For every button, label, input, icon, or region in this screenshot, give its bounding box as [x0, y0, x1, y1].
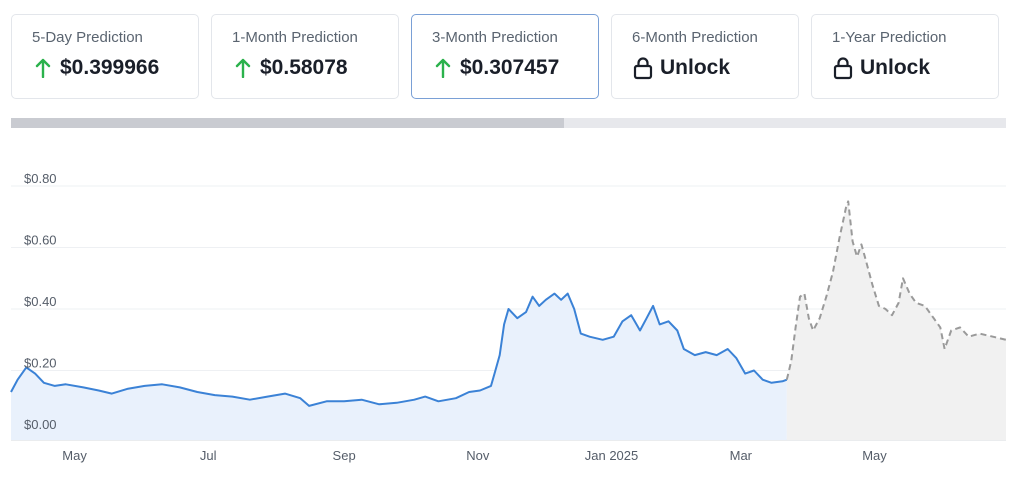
- card-label: 1-Month Prediction: [232, 29, 358, 46]
- x-tick-label: May: [62, 448, 87, 463]
- x-tick-label: Jul: [200, 448, 217, 463]
- y-tick-label: $0.40: [24, 294, 57, 309]
- card-value-row: $0.399966: [32, 55, 198, 81]
- card-value-row: Unlock: [832, 55, 998, 81]
- arrow-up-icon: [432, 55, 454, 81]
- y-axis-ticks: $0.00 $0.20 $0.40 $0.60 $0.80: [24, 171, 57, 432]
- unlock-link[interactable]: Unlock: [860, 56, 931, 79]
- x-tick-label: Nov: [466, 448, 490, 463]
- prediction-cards: 5-Day Prediction $0.399966 1-Month Predi…: [11, 14, 1001, 99]
- card-6-month-prediction[interactable]: 6-Month Prediction Unlock: [611, 14, 799, 99]
- card-value: $0.307457: [460, 56, 560, 79]
- card-1-year-prediction[interactable]: 1-Year Prediction Unlock: [811, 14, 999, 99]
- card-5-day-prediction[interactable]: 5-Day Prediction $0.399966: [11, 14, 199, 99]
- scrollbar-thumb[interactable]: [11, 118, 564, 128]
- chart-range-scrollbar[interactable]: [11, 118, 1006, 128]
- historical-line: [10, 292, 788, 407]
- x-tick-label: May: [862, 448, 887, 463]
- card-value: $0.399966: [60, 56, 160, 79]
- chart-areas: [11, 201, 1006, 440]
- x-tick-label: Mar: [730, 448, 753, 463]
- y-tick-label: $0.80: [24, 171, 57, 186]
- card-value: $0.58078: [260, 56, 348, 79]
- x-tick-label: Sep: [333, 448, 356, 463]
- y-tick-label: $0.00: [24, 417, 57, 432]
- card-1-month-prediction[interactable]: 1-Month Prediction $0.58078: [211, 14, 399, 99]
- y-tick-label: $0.20: [24, 356, 57, 371]
- historical-area: [11, 293, 787, 440]
- unlock-link[interactable]: Unlock: [660, 56, 731, 79]
- arrow-up-icon: [232, 55, 254, 81]
- lock-icon: [832, 55, 854, 81]
- card-value-row: Unlock: [632, 55, 798, 81]
- card-label: 3-Month Prediction: [432, 29, 558, 46]
- y-tick-label: $0.60: [24, 233, 57, 248]
- card-label: 5-Day Prediction: [32, 29, 143, 46]
- x-tick-label: Jan 2025: [585, 448, 639, 463]
- card-label: 6-Month Prediction: [632, 29, 758, 46]
- card-label: 1-Year Prediction: [832, 29, 947, 46]
- lock-icon: [632, 55, 654, 81]
- forecast-area: [786, 201, 1006, 440]
- chart-lines: [10, 200, 1007, 407]
- card-3-month-prediction[interactable]: 3-Month Prediction $0.307457: [411, 14, 599, 99]
- arrow-up-icon: [32, 55, 54, 81]
- price-chart: $0.00 $0.20 $0.40 $0.60 $0.80 May Jul Sep Nov Ja…: [10, 171, 1007, 463]
- card-value-row: $0.307457: [432, 55, 598, 81]
- forecast-line: [785, 200, 1007, 380]
- card-value-row: $0.58078: [232, 55, 398, 81]
- x-axis-ticks: May Jul Sep Nov Jan 2025 Mar May: [62, 448, 887, 463]
